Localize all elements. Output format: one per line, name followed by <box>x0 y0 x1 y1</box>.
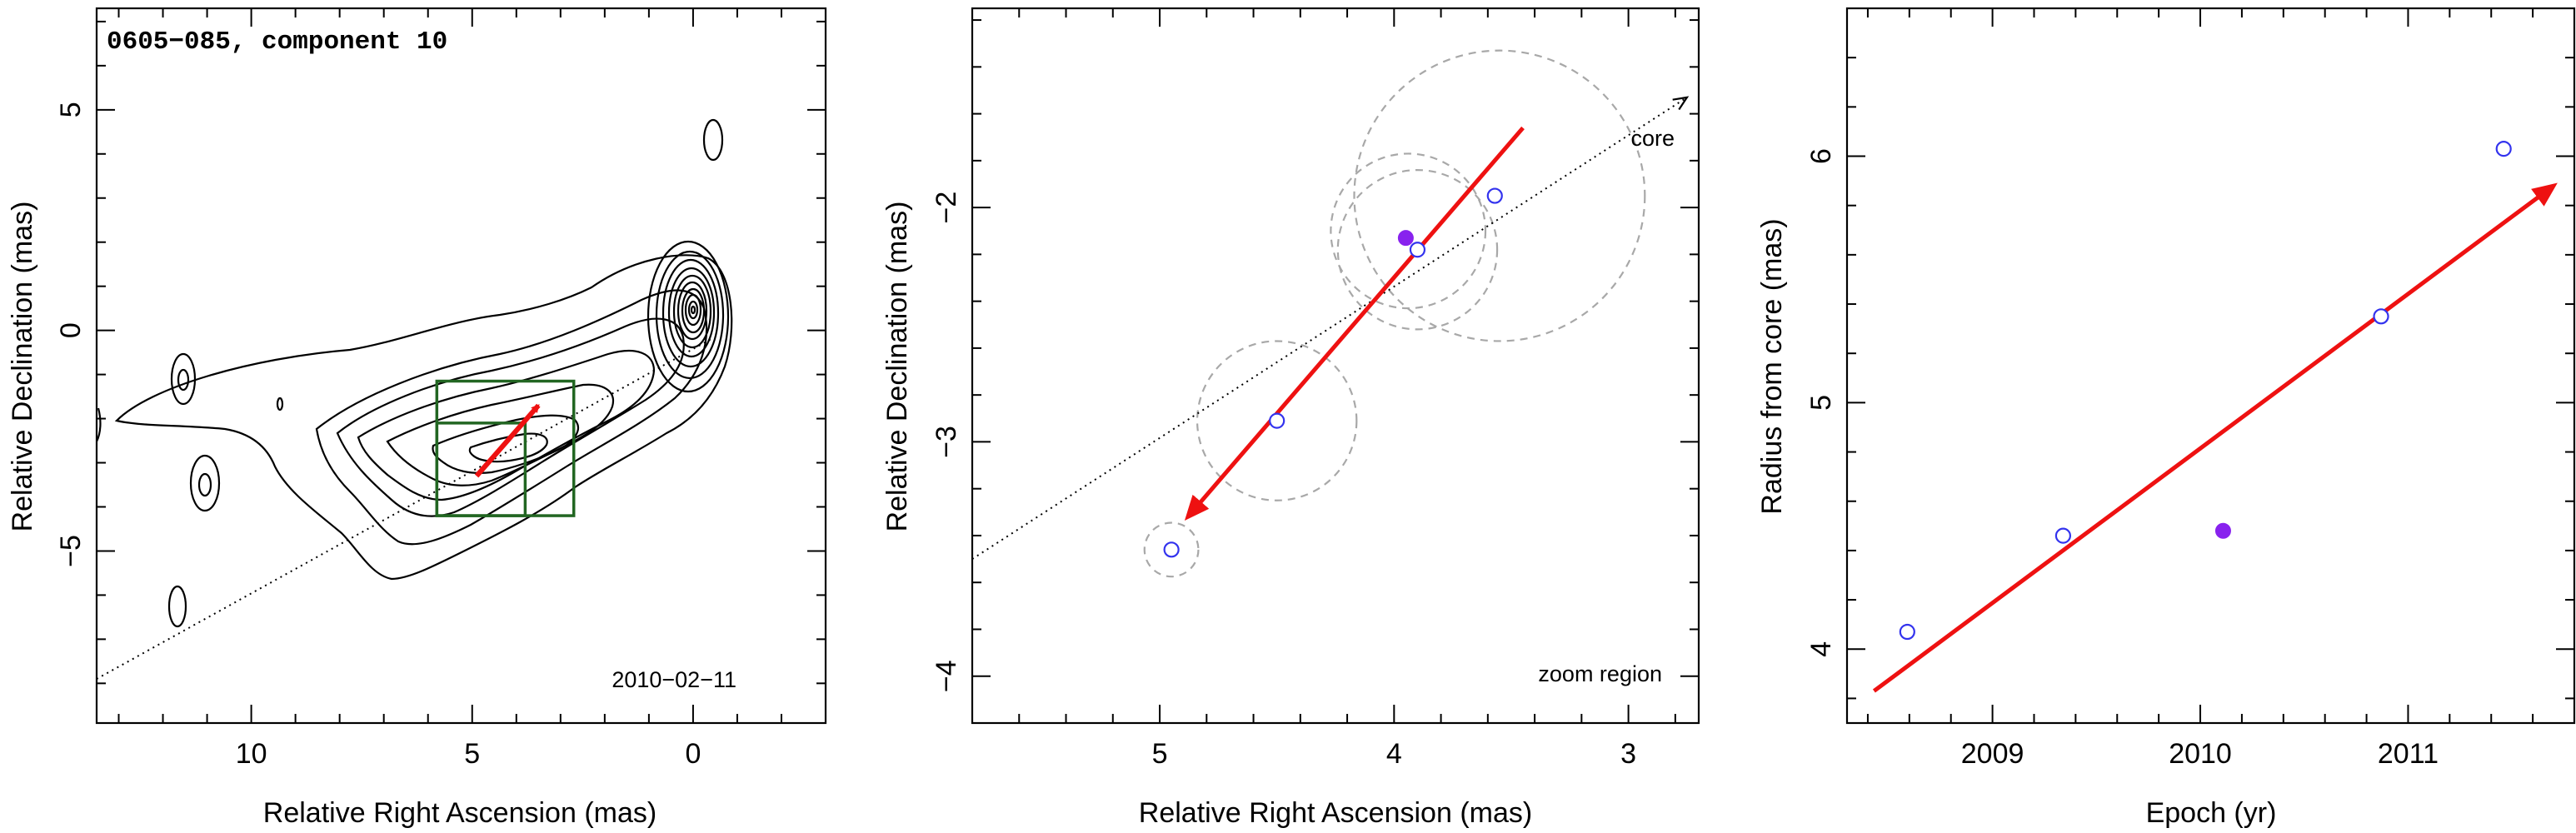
y-axis-label: Relative Declination (mas) <box>7 202 38 532</box>
uncertainty-circle <box>1143 521 1200 578</box>
core-label: core <box>1630 126 1675 151</box>
data-point-filled <box>2214 522 2231 539</box>
x-tick-label: 4 <box>1386 738 1402 770</box>
data-point <box>1486 187 1503 204</box>
zoom-panel: 5 4 3 −2 −3 −4 <box>931 7 1700 770</box>
data-point <box>1899 623 1915 641</box>
motion-arrow <box>1184 126 1525 521</box>
x-tick-label: 0 <box>685 738 701 770</box>
uncertainty-circle <box>1353 49 1646 342</box>
x-tick-label: 2010 <box>2169 738 2232 770</box>
plot-frame <box>1845 7 2576 725</box>
x-tick-label: 3 <box>1620 738 1636 770</box>
y-tick-label: 5 <box>1805 395 1837 411</box>
y-tick-label: −2 <box>931 192 962 224</box>
uncertainty-circle <box>1336 169 1499 331</box>
date-annotation: 2010−02−11 <box>612 667 736 692</box>
data-point <box>1409 242 1426 258</box>
y-axis-label: Radius from core (mas) <box>1756 218 1788 514</box>
data-point <box>2373 308 2389 325</box>
data-point <box>1163 541 1180 558</box>
data-point <box>1269 412 1286 429</box>
y-tick-label: 4 <box>1805 641 1837 657</box>
plot-frame <box>95 7 827 725</box>
y-tick-label: −3 <box>931 426 962 458</box>
y-axis-label: Relative Declination (mas) <box>881 202 913 532</box>
y-tick-label: 0 <box>55 322 87 338</box>
y-tick-label: −4 <box>931 660 962 692</box>
plot-frame <box>971 7 1700 725</box>
x-tick-label: 5 <box>464 738 480 770</box>
data-point <box>2054 527 2072 544</box>
contour-panel: 10 5 0 5 0 −5 <box>55 7 827 770</box>
x-axis-label: Relative Right Ascension (mas) <box>1139 797 1532 829</box>
x-tick-label: 2009 <box>1961 738 2024 770</box>
data-point <box>2495 141 2512 157</box>
data-point-filled <box>1397 230 1414 247</box>
radius-epoch-panel: 2009 2010 2011 4 5 6 <box>1805 7 2576 770</box>
chart-title: 0605−085, component 10 <box>107 27 447 57</box>
y-tick-label: 5 <box>55 102 87 117</box>
x-tick-label: 10 <box>236 738 267 770</box>
x-axis-label: Epoch (yr) <box>2146 797 2277 829</box>
x-axis-label: Relative Right Ascension (mas) <box>263 797 656 829</box>
y-tick-label: 6 <box>1805 148 1837 164</box>
uncertainty-circle <box>1196 340 1358 501</box>
fit-arrow <box>1872 182 2558 693</box>
zoom-region-annotation: zoom region <box>1538 661 1662 686</box>
x-tick-label: 2011 <box>2378 738 2439 770</box>
motion-arrow <box>474 403 541 478</box>
y-tick-label: −5 <box>55 535 87 567</box>
zoom-region-box <box>435 421 527 517</box>
jet-axis-line <box>96 338 711 680</box>
x-tick-label: 5 <box>1152 738 1168 770</box>
